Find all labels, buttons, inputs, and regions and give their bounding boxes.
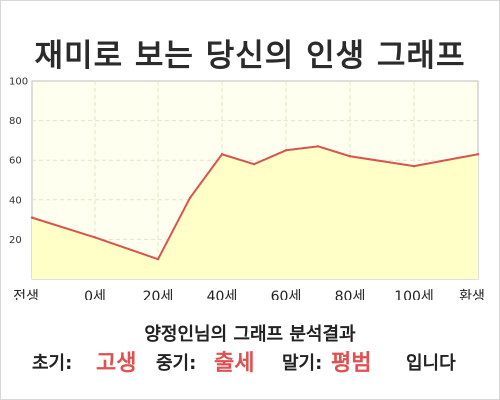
- x-tick-label: 전생: [13, 289, 39, 300]
- mid-label: 중기:: [156, 353, 197, 374]
- y-tick-label: 80: [9, 116, 22, 127]
- data-point: [188, 196, 192, 200]
- data-point: [93, 236, 97, 239]
- data-point: [316, 145, 320, 148]
- analysis-result: 초기: 고생 중기: 출세 말기: 평범 입니다: [0, 348, 500, 380]
- late-label: 말기:: [282, 353, 323, 374]
- x-tick-label: 60세: [271, 289, 302, 300]
- area-layer: [30, 145, 480, 279]
- x-tick-label: 100세: [394, 289, 434, 300]
- early-label: 초기:: [32, 353, 73, 374]
- x-axis-ticks: 전생 0세 20세 40세 60세 80세 100세 환생: [13, 289, 485, 300]
- data-point: [30, 216, 34, 219]
- y-tick-label: 20: [9, 235, 22, 246]
- y-tick-label: 100: [9, 77, 28, 88]
- result-suffix: 입니다: [406, 353, 456, 374]
- mid-value: 출세: [214, 351, 255, 376]
- x-tick-label: 환생: [459, 289, 485, 300]
- data-point: [252, 162, 256, 166]
- x-tick-label: 40세: [207, 289, 238, 300]
- x-tick-label: 20세: [143, 289, 174, 300]
- series-area: [32, 146, 478, 279]
- late-value: 평범: [331, 351, 372, 376]
- early-value: 고생: [96, 351, 137, 376]
- page-title: 재미로 보는 당신의 인생 그래프: [34, 38, 466, 74]
- y-axis-ticks: 20 40 60 80 100: [9, 77, 28, 246]
- x-tick-label: 0세: [84, 289, 106, 300]
- data-point: [348, 155, 352, 158]
- data-point: [284, 149, 288, 152]
- analysis-subtitle: 양정인님의 그래프 분석결과: [144, 324, 356, 345]
- data-point: [412, 164, 416, 168]
- data-point: [476, 153, 480, 156]
- y-tick-label: 60: [9, 156, 22, 167]
- life-graph-chart: 20 40 60 80 100 전생 0세 20세 40세 60세 80세 100세 환생: [9, 77, 485, 301]
- x-tick-label: 80세: [335, 289, 366, 300]
- data-point: [220, 153, 224, 156]
- y-tick-label: 40: [9, 195, 22, 206]
- data-point: [156, 258, 160, 261]
